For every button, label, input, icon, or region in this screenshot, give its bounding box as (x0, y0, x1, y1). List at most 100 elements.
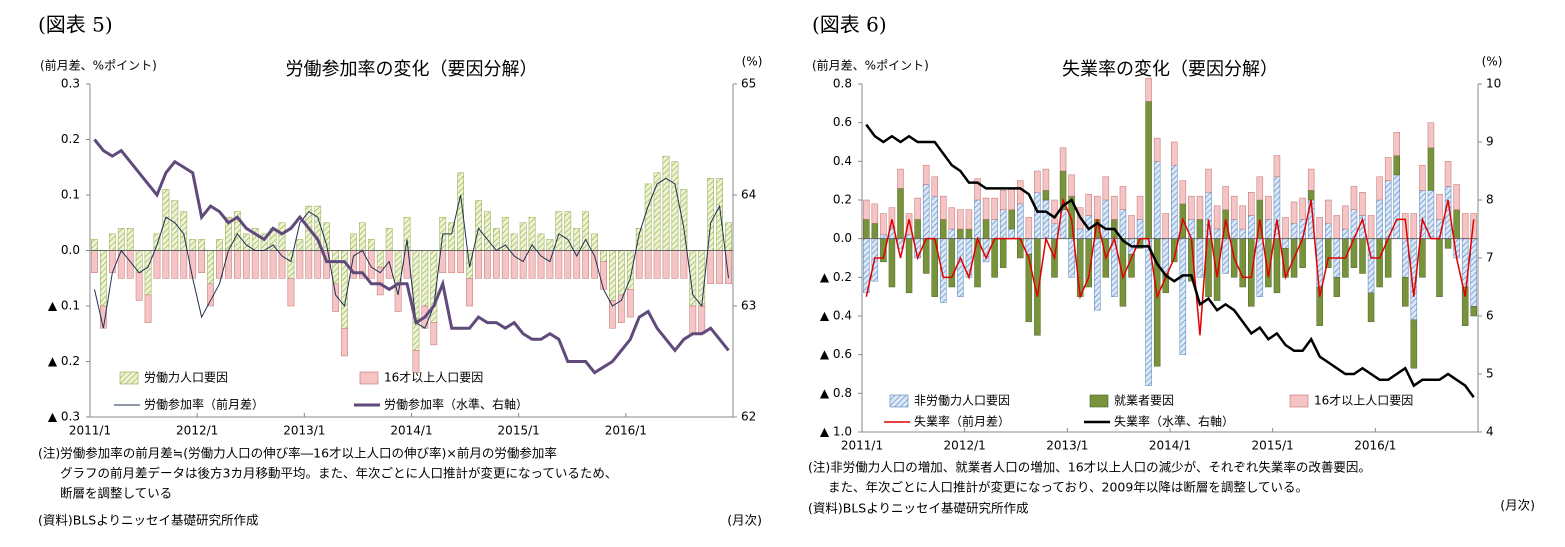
bar (1248, 215, 1255, 239)
bar (644, 183, 652, 251)
bar (100, 250, 107, 307)
y-tick-label: 0.0 (61, 243, 80, 257)
bar (1136, 195, 1144, 220)
bar (1008, 209, 1015, 230)
bar (153, 250, 161, 279)
legend-swatch (889, 394, 909, 408)
bar (1444, 161, 1452, 187)
note: (注)非労働力人口の増加、就業者人口の増加、16才以上人口の減少が、それぞれ失業… (808, 460, 1371, 475)
figure-label: (図表 5) (38, 13, 113, 37)
bar (582, 211, 590, 251)
bar (1196, 219, 1204, 239)
bar (1102, 199, 1110, 239)
note: (注)労働参加率の前月差≒(労働力人口の伸び率―16才以上人口の伸び率)×前月の… (38, 446, 557, 461)
bar (940, 219, 947, 239)
bar (1470, 238, 1477, 307)
bar (1119, 186, 1127, 210)
bar (1402, 277, 1409, 307)
bar (991, 219, 998, 239)
y-tick-label: ▲ 0.8 (820, 386, 852, 400)
figure-label: (図表 6) (812, 13, 887, 37)
bar (564, 250, 572, 279)
bar (1076, 228, 1084, 239)
bar (1350, 186, 1358, 210)
legend-swatch (359, 371, 379, 385)
bar (609, 250, 616, 301)
bar (635, 250, 643, 279)
bar (1230, 219, 1238, 239)
bar (1256, 238, 1264, 297)
line-series (93, 138, 730, 375)
bar (662, 155, 670, 251)
legend-label: 失業率（水準、右軸） (1114, 414, 1234, 429)
y-tick-label: 0.3 (61, 77, 80, 91)
bar (332, 283, 339, 312)
bar (1017, 203, 1024, 239)
bar (888, 207, 896, 228)
bar (948, 238, 956, 288)
bar (1290, 222, 1298, 239)
bar (626, 289, 634, 318)
bar (1230, 195, 1238, 220)
x-axis-label: (月次) (1500, 498, 1535, 513)
bar (1367, 292, 1375, 323)
bar (1034, 192, 1041, 239)
bar (403, 216, 411, 251)
y-tick-label: ▲ 0.2 (820, 270, 852, 284)
bar (680, 250, 688, 279)
bar (1461, 213, 1469, 239)
bar (957, 209, 964, 230)
bar (555, 211, 563, 251)
x-tick-label: 2013/1 (1046, 439, 1088, 453)
bar (1119, 209, 1127, 239)
bar (1410, 319, 1418, 369)
bar (1145, 238, 1152, 386)
bar (965, 228, 973, 239)
bar (519, 222, 527, 251)
x-tick-label: 2015/1 (498, 424, 540, 438)
bar (1376, 199, 1383, 239)
bar (573, 250, 581, 279)
bar (1453, 184, 1460, 210)
bar (1393, 132, 1400, 156)
bar (662, 250, 670, 279)
bar (367, 239, 375, 251)
bar (108, 233, 116, 251)
source: (資料)BLSよりニッセイ基礎研究所作成 (808, 501, 1028, 516)
bar (225, 250, 232, 279)
y2-tick-label: 5 (1486, 367, 1494, 381)
bar (1239, 205, 1246, 230)
y-tick-label: 0.1 (61, 188, 80, 202)
bar (974, 199, 981, 239)
x-axis-label: (月次) (727, 513, 762, 528)
bar (314, 250, 322, 279)
bar (492, 250, 500, 279)
x-tick-label: 2012/1 (176, 424, 218, 438)
x-tick-label: 2011/1 (841, 439, 883, 453)
y-tick-label: ▲ 0.1 (48, 299, 80, 313)
bar (1239, 228, 1246, 239)
y2-axis-label: (%) (1482, 55, 1503, 69)
bar (510, 250, 518, 279)
bar (1316, 286, 1323, 326)
bar (863, 219, 870, 239)
bar (385, 228, 393, 251)
y-tick-label: ▲ 1.0 (820, 425, 852, 439)
bar (162, 189, 170, 251)
bar (905, 238, 913, 294)
bar (1153, 161, 1161, 239)
y-tick-label: ▲ 0.2 (48, 354, 80, 368)
bar (1213, 228, 1221, 239)
note: また、年次ごとに人口推計が変更になっており、2009年以降は断層を調整している。 (828, 480, 1308, 495)
bar (117, 228, 125, 251)
bar (287, 250, 295, 279)
bar (609, 300, 616, 329)
y-tick-label: 0.4 (833, 154, 852, 168)
bar (546, 239, 554, 251)
bar (1299, 197, 1306, 220)
bar (1042, 168, 1050, 191)
bar (1222, 238, 1229, 274)
y-tick-label: ▲ 0.4 (820, 309, 852, 323)
bar (1316, 217, 1323, 239)
x-tick-label: 2014/1 (390, 424, 432, 438)
